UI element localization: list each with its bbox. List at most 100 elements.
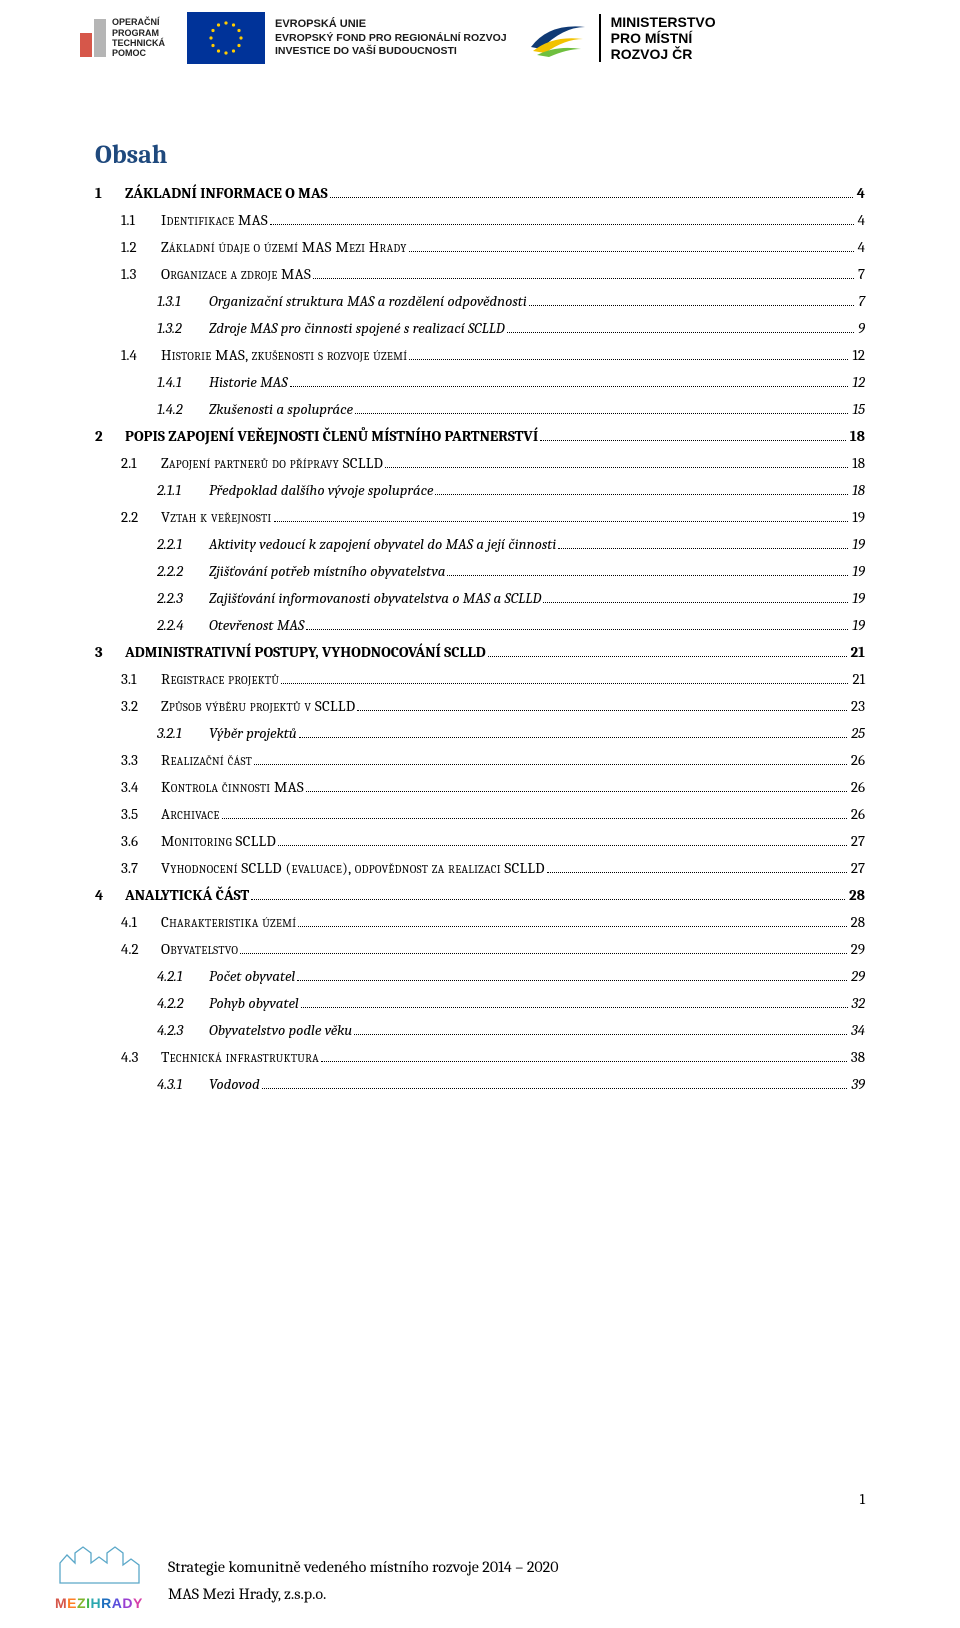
toc-number: 3.4 [121, 778, 155, 796]
toc-entry[interactable]: 1.3.2Zdroje MAS pro činnosti spojené s r… [95, 319, 865, 337]
toc-leader [222, 806, 847, 820]
toc-leader [435, 482, 848, 496]
toc-leader [488, 644, 847, 658]
toc-label: ADMINISTRATIVNÍ POSTUPY, VYHODNOCOVÁNÍ S… [119, 643, 486, 661]
toc-entry[interactable]: 2POPIS ZAPOJENÍ VEŘEJNOSTI ČLENŮ MÍSTNÍH… [95, 427, 865, 445]
toc-entry[interactable]: 1.4.2Zkušenosti a spolupráce15 [95, 400, 865, 418]
toc-leader [385, 455, 848, 469]
toc-leader [281, 671, 848, 685]
toc-entry[interactable]: 2.2Vztah k veřejnosti19 [95, 508, 865, 526]
footer-logo: MEZIHRADY [55, 1543, 150, 1608]
toc-entry[interactable]: 4.2Obyvatelstvo29 [95, 940, 865, 958]
toc-entry[interactable]: 4.2.2Pohyb obyvatel32 [95, 994, 865, 1012]
toc-leader [355, 401, 848, 415]
toc-entry[interactable]: 3.5Archivace26 [95, 805, 865, 823]
toc-leader [270, 212, 854, 226]
mmr-swoosh-icon [529, 17, 589, 59]
toc-entry[interactable]: 3.7Vyhodnocení SCLLD (evaluace), odpověd… [95, 859, 865, 877]
toc-number: 3.7 [121, 859, 155, 877]
toc-page: 26 [849, 778, 865, 796]
toc-label: Předpoklad dalšího vývoje spolupráce [203, 481, 433, 499]
toc-entry[interactable]: 2.1.1Předpoklad dalšího vývoje spoluprác… [95, 481, 865, 499]
toc-entry[interactable]: 4.2.1Počet obyvatel29 [95, 967, 865, 985]
optp-l4: POMOC [112, 48, 165, 58]
toc-entry[interactable]: 3.6Monitoring SCLLD27 [95, 832, 865, 850]
toc-number: 1.1 [121, 211, 155, 229]
toc-entry[interactable]: 2.2.4Otevřenost MAS19 [95, 616, 865, 634]
toc-entry[interactable]: 3ADMINISTRATIVNÍ POSTUPY, VYHODNOCOVÁNÍ … [95, 643, 865, 661]
toc-entry[interactable]: 4.1Charakteristika území28 [95, 913, 865, 931]
toc-page: 28 [849, 913, 865, 931]
toc-label: Obyvatelstvo podle věku [203, 1021, 352, 1039]
toc-entry[interactable]: 4.3Technická infrastruktura38 [95, 1048, 865, 1066]
mmr-l2: PRO MÍSTNÍ [611, 30, 716, 46]
toc-number: 2.2.2 [157, 562, 203, 580]
toc-entry[interactable]: 2.1Zapojení partnerů do přípravy SCLLD18 [95, 454, 865, 472]
toc-leader [240, 941, 846, 955]
toc-entry[interactable]: 1.3.1Organizační struktura MAS a rozděle… [95, 292, 865, 310]
toc-page: 28 [847, 886, 865, 904]
toc-label: Základní údaje o území MAS Mezi Hrady [155, 238, 407, 256]
toc-label: Výběr projektů [203, 724, 297, 742]
toc-leader [529, 293, 855, 307]
toc-page: 19 [850, 508, 865, 526]
content: Obsah 1ZÁKLADNÍ INFORMACE O MAS4 1.1Ident… [0, 72, 960, 1093]
toc-leader [409, 347, 848, 361]
footer-line1: Strategie komunitně vedeného místního ro… [168, 1554, 558, 1581]
logo-optp: OPERAČNÍ PROGRAM TECHNICKÁ POMOC [80, 17, 165, 58]
toc-page: 4 [856, 211, 865, 229]
header-logos: OPERAČNÍ PROGRAM TECHNICKÁ POMOC [0, 0, 960, 72]
toc-number: 4.2 [121, 940, 155, 958]
toc-leader [507, 320, 854, 334]
toc-number: 2.2.1 [157, 535, 203, 553]
toc-entry[interactable]: 1.3Organizace a zdroje MAS7 [95, 265, 865, 283]
toc-page: 25 [849, 724, 865, 742]
toc-entry[interactable]: 1.1Identifikace MAS 4 [95, 211, 865, 229]
toc-number: 2.2.3 [157, 589, 203, 607]
toc-entry[interactable]: 1.2Základní údaje o území MAS Mezi Hrady… [95, 238, 865, 256]
toc-leader [313, 266, 854, 280]
toc-label: Vodovod [203, 1075, 260, 1093]
toc-label: Identifikace MAS [155, 211, 268, 229]
toc-entry[interactable]: 2.2.3Zajišťování informovanosti obyvatel… [95, 589, 865, 607]
toc-page: 38 [849, 1048, 865, 1066]
toc-label: Zdroje MAS pro činnosti spojené s realiz… [203, 319, 505, 337]
footer-line2: MAS Mezi Hrady, z.s.p.o. [168, 1581, 558, 1608]
toc-page: 4 [856, 238, 865, 256]
eu-text: EVROPSKÁ UNIE EVROPSKÝ FOND PRO REGIONÁL… [275, 17, 507, 59]
toc-entry[interactable]: 2.2.1Aktivity vedoucí k zapojení obyvate… [95, 535, 865, 553]
toc-number: 3.2 [121, 697, 155, 715]
toc-entry[interactable]: 4ANALYTICKÁ ČÁST28 [95, 886, 865, 904]
toc-page: 34 [849, 1021, 865, 1039]
toc-leader [321, 1049, 847, 1063]
toc-entry[interactable]: 4.3.1Vodovod39 [95, 1075, 865, 1093]
toc-number: 1.3 [121, 265, 155, 283]
toc-number: 1.3.1 [157, 292, 203, 310]
optp-l3: TECHNICKÁ [112, 38, 165, 48]
toc-label: Obyvatelstvo [155, 940, 238, 958]
toc-page: 23 [849, 697, 865, 715]
toc-entry[interactable]: 3.1Registrace projektů21 [95, 670, 865, 688]
toc-number: 3.2.1 [157, 724, 203, 742]
toc-page: 7 [856, 292, 865, 310]
toc-entry[interactable]: 4.2.3Obyvatelstvo podle věku34 [95, 1021, 865, 1039]
toc-entry[interactable]: 3.2Způsob výběru projektů v SCLLD23 [95, 697, 865, 715]
page-title: Obsah [95, 140, 865, 170]
toc-leader [409, 239, 854, 253]
toc-entry[interactable]: 3.4Kontrola činnosti MAS26 [95, 778, 865, 796]
toc-page: 19 [850, 616, 865, 634]
toc-entry[interactable]: 3.3Realizační část26 [95, 751, 865, 769]
toc-leader [278, 833, 847, 847]
toc-entry[interactable]: 1ZÁKLADNÍ INFORMACE O MAS4 [95, 184, 865, 202]
toc-page: 29 [849, 967, 865, 985]
toc-entry[interactable]: 1.4.1Historie MAS12 [95, 373, 865, 391]
toc-number: 2.2.4 [157, 616, 203, 634]
toc-leader [558, 536, 848, 550]
toc-entry[interactable]: 3.2.1Výběr projektů 25 [95, 724, 865, 742]
toc-label: Charakteristika území [155, 913, 296, 931]
toc-label: Zkušenosti a spolupráce [203, 400, 353, 418]
toc-entry[interactable]: 1.4Historie MAS, zkušenosti s rozvoje úz… [95, 346, 865, 364]
toc-label: Realizační část [155, 751, 252, 769]
toc-page: 21 [850, 670, 865, 688]
toc-entry[interactable]: 2.2.2Zjišťování potřeb místního obyvatel… [95, 562, 865, 580]
